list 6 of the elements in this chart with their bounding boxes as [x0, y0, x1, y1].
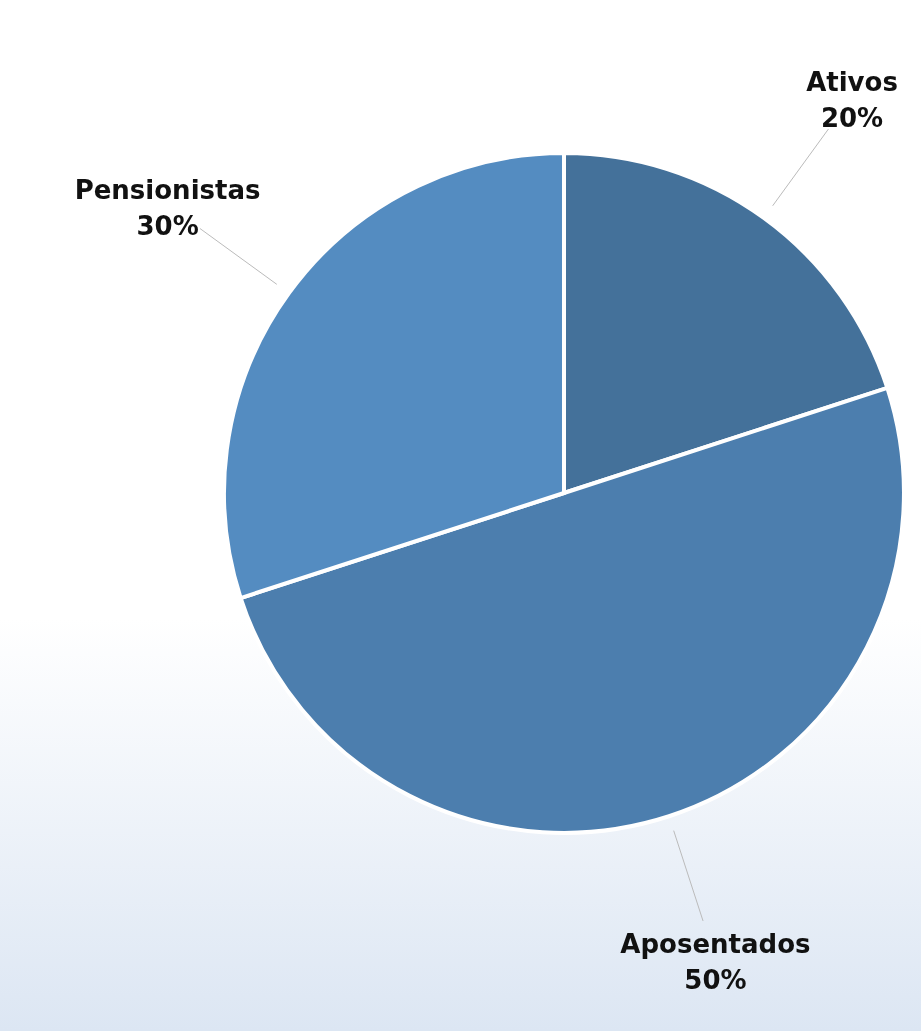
data-label: 20% [820, 102, 884, 133]
slice-label: Ativos [806, 66, 898, 97]
data-label: 50% [684, 965, 747, 996]
slice-label: Pensionistas [74, 174, 261, 205]
slice-label: Aposentados [620, 929, 811, 960]
data-label: 30% [136, 210, 199, 241]
